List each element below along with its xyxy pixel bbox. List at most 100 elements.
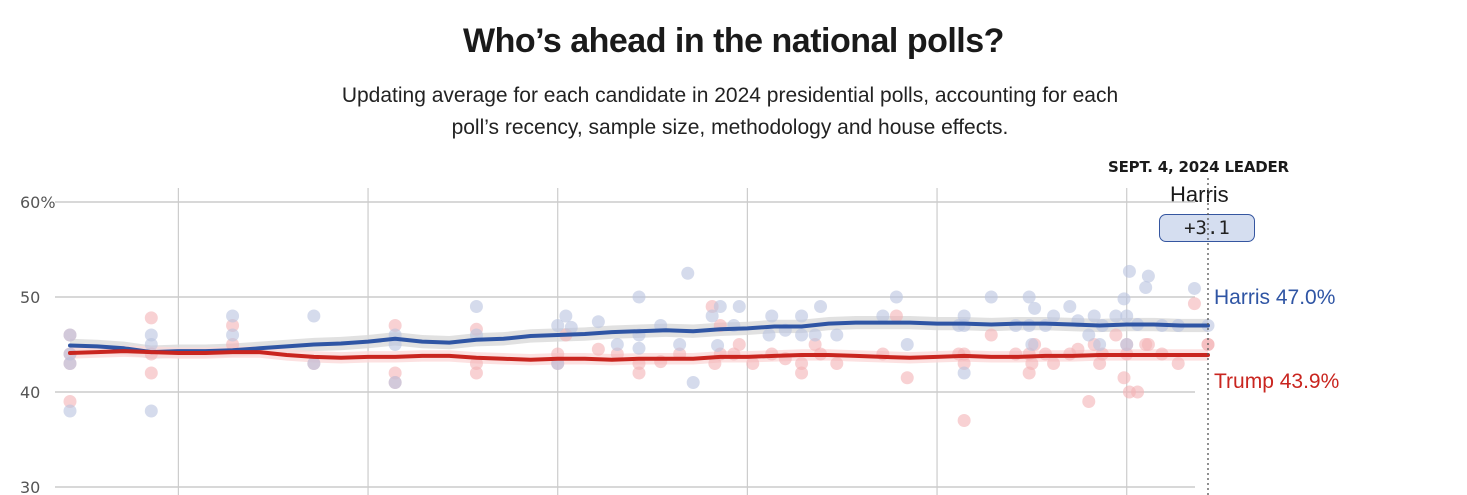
harris-poll-dot xyxy=(1022,290,1036,304)
trump-poll-dot xyxy=(226,338,240,351)
trump-poll-dot xyxy=(1093,357,1107,370)
harris-poll-dot xyxy=(144,404,158,418)
trump-poll-dot xyxy=(732,338,746,351)
y-tick-label: 60% xyxy=(20,193,56,212)
trump-poll-dot xyxy=(795,366,809,380)
harris-poll-dot xyxy=(1028,301,1042,315)
trump-end-label: Trump 43.9% xyxy=(1214,370,1339,393)
trump-poll-dot xyxy=(469,357,483,370)
harris-poll-dot xyxy=(686,376,700,389)
harris-poll-dot xyxy=(591,315,605,329)
harris-poll-dot xyxy=(705,309,719,323)
harris-poll-dot xyxy=(1087,309,1101,323)
trump-poll-dot xyxy=(1109,328,1123,342)
trump-poll-dot xyxy=(144,366,158,380)
harris-poll-dot xyxy=(610,338,624,351)
chart-subtitle: Updating average for each candidate in 2… xyxy=(341,84,1119,139)
harris-poll-dot xyxy=(808,328,822,342)
harris-poll-dot xyxy=(388,338,402,351)
harris-poll-dot xyxy=(1187,281,1201,295)
harris-poll-dot xyxy=(469,300,483,313)
harris-poll-dot xyxy=(1047,309,1061,323)
trump-poll-dot xyxy=(900,371,914,385)
trump-poll-dot xyxy=(984,328,998,342)
trump-poll-dot xyxy=(1131,385,1145,399)
trump-poll-dot xyxy=(708,357,722,370)
harris-poll-dot xyxy=(632,290,646,304)
harris-poll-dot xyxy=(900,338,914,351)
harris-poll-dot xyxy=(564,320,578,334)
harris-poll-dot xyxy=(1141,269,1155,283)
harris-poll-dot xyxy=(1120,338,1134,351)
trump-poll-dot xyxy=(795,357,809,370)
y-tick-label: 30 xyxy=(20,478,40,495)
harris-poll-dot xyxy=(1120,309,1134,323)
harris-poll-dot xyxy=(307,357,321,370)
harris-poll-dot xyxy=(957,366,971,380)
trump-poll-dot xyxy=(957,357,971,370)
harris-poll-dot xyxy=(673,338,687,351)
trump-poll-dot xyxy=(610,347,624,361)
trump-poll-dot xyxy=(1117,371,1131,385)
trump-poll-dot xyxy=(388,319,402,332)
harris-poll-dot xyxy=(226,328,240,342)
trump-poll-dot xyxy=(469,366,483,380)
leader-margin-badge: +3.1 xyxy=(1159,214,1255,242)
harris-poll-dot xyxy=(984,290,998,304)
harris-poll-dot xyxy=(226,309,240,323)
leader-name: Harris xyxy=(1170,182,1229,207)
harris-poll-dot xyxy=(551,319,565,332)
harris-poll-dot xyxy=(732,300,746,313)
trump-poll-dot xyxy=(591,342,605,356)
harris-end-label: Harris 47.0% xyxy=(1214,286,1335,309)
harris-poll-dot xyxy=(762,328,776,342)
harris-poll-dot xyxy=(1109,309,1123,323)
end-labels: Harris 47.0% Trump 43.9% xyxy=(1214,286,1339,393)
harris-poll-dot xyxy=(1139,281,1153,294)
harris-poll-dot xyxy=(63,328,77,342)
gridlines xyxy=(55,188,1195,495)
trump-poll-dot xyxy=(1139,338,1153,351)
harris-poll-dot xyxy=(795,328,809,342)
harris-poll-dot xyxy=(1025,338,1039,351)
harris-poll-dot xyxy=(795,309,809,323)
harris-poll-dot xyxy=(713,300,727,313)
harris-poll-dot xyxy=(889,290,903,304)
harris-poll-dot xyxy=(1063,300,1077,313)
trend-lines xyxy=(68,320,1210,362)
trump-poll-dot xyxy=(808,338,822,351)
trump-poll-dot xyxy=(746,357,760,370)
harris-poll-dot xyxy=(63,404,77,418)
harris-poll-dot xyxy=(632,341,646,355)
poll-dots xyxy=(63,264,1215,427)
harris-poll-dot xyxy=(1117,292,1131,306)
trump-poll-dot xyxy=(1082,395,1096,408)
trump-poll-dot xyxy=(144,311,158,325)
y-tick-label: 40 xyxy=(20,383,40,402)
harris-poll-dot xyxy=(814,300,828,313)
harris-poll-dot xyxy=(307,309,321,323)
trump-poll-dot xyxy=(1025,357,1039,370)
harris-poll-dot xyxy=(1122,264,1136,278)
harris-poll-dot xyxy=(711,338,725,352)
harris-poll-dot xyxy=(830,328,844,342)
y-tick-label: 50 xyxy=(20,288,40,307)
trump-poll-dot xyxy=(226,319,240,332)
leader-heading: SEPT. 4, 2024 LEADER xyxy=(1108,158,1289,176)
harris-poll-dot xyxy=(63,357,77,370)
trump-poll-dot xyxy=(388,366,402,380)
trump-poll-dot xyxy=(1171,357,1185,370)
trump-confidence-band xyxy=(70,345,1208,366)
harris-poll-dot xyxy=(957,309,971,323)
harris-poll-dot xyxy=(765,309,779,323)
harris-poll-dot xyxy=(144,338,158,351)
harris-poll-dot xyxy=(1093,338,1107,351)
harris-poll-dot xyxy=(876,309,890,323)
harris-poll-dot xyxy=(559,309,573,323)
harris-poll-dot xyxy=(388,376,402,389)
trump-trend-line xyxy=(68,349,1210,362)
trump-poll-dot xyxy=(830,357,844,370)
trump-poll-dot xyxy=(1187,297,1201,311)
harris-poll-dot xyxy=(144,328,158,342)
